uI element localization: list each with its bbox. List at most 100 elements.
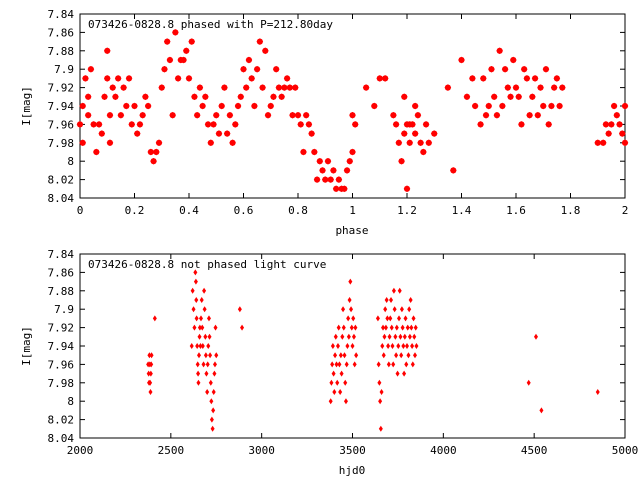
data-point [215, 130, 223, 137]
data-point [393, 333, 398, 340]
data-point [463, 93, 471, 101]
unphased-light-curve-panel: 2000 2500 3000 3500 4000 4500 5000 7.84 7.86 7.88… [20, 248, 638, 477]
data-point [112, 93, 119, 101]
data-point [330, 167, 337, 174]
x-axis-label: hjd0 [339, 464, 366, 477]
data-point [147, 352, 152, 359]
data-point [352, 361, 357, 368]
data-point [234, 102, 242, 110]
data-point [616, 121, 623, 128]
data-point [395, 370, 400, 377]
data-point [131, 102, 138, 110]
data-point [376, 75, 384, 82]
data-point [128, 121, 136, 128]
data-point [212, 370, 217, 377]
data-point [125, 75, 133, 82]
data-points [76, 29, 629, 193]
data-point [331, 370, 336, 377]
data-point [349, 324, 354, 331]
data-point [621, 139, 629, 147]
x-axis-label: phase [335, 224, 368, 237]
data-point [180, 56, 187, 64]
chart-title: 073426-0828.8 not phased light curve [88, 258, 326, 271]
data-point [328, 398, 333, 405]
chart-title: 073426-0828.8 phased with P=212.80day [88, 18, 333, 31]
data-point [292, 84, 299, 91]
data-point [214, 352, 219, 359]
data-point [120, 84, 127, 91]
data-point [206, 343, 211, 349]
data-point [202, 287, 207, 294]
data-point [545, 121, 552, 128]
data-point [488, 65, 495, 73]
data-point [200, 343, 205, 349]
data-point [387, 333, 392, 340]
data-point [294, 111, 302, 119]
data-point [409, 324, 414, 331]
data-point [103, 47, 111, 55]
y-tick-label: 7.94 [48, 340, 75, 353]
data-point [84, 93, 92, 101]
data-point [209, 416, 214, 423]
data-point [90, 121, 97, 128]
data-point [192, 324, 197, 331]
x-tick-label: 0.4 [179, 204, 199, 217]
data-point [390, 111, 397, 119]
data-point [327, 176, 334, 183]
x-tick-label: 2 [622, 204, 629, 217]
data-point [149, 352, 154, 359]
data-point [262, 47, 269, 55]
data-point [537, 84, 544, 91]
data-point [316, 157, 324, 165]
data-point [223, 130, 231, 137]
data-point [79, 139, 86, 147]
x-tick-label: 1.4 [452, 204, 472, 217]
data-point [194, 315, 199, 322]
data-point [150, 157, 157, 165]
data-point [337, 361, 342, 368]
data-point [534, 111, 542, 119]
data-point [411, 130, 419, 137]
data-point [430, 130, 438, 137]
data-point [197, 324, 202, 331]
x-tick-label: 0.8 [288, 204, 308, 217]
data-point [518, 121, 525, 128]
data-point [381, 75, 389, 82]
data-point [362, 84, 370, 91]
data-point [229, 139, 236, 147]
data-point [353, 324, 358, 331]
data-point [477, 121, 484, 128]
data-point [340, 333, 345, 340]
data-point [139, 111, 146, 119]
data-point [411, 315, 416, 322]
data-point [321, 176, 329, 183]
data-point [411, 102, 419, 110]
data-point [354, 352, 359, 359]
x-tick-label: 4000 [430, 444, 457, 457]
data-point [270, 93, 277, 101]
data-point [512, 84, 520, 91]
data-point [202, 93, 209, 101]
data-point [172, 29, 179, 36]
data-point [248, 75, 255, 82]
data-point [256, 38, 264, 45]
data-point [610, 102, 618, 110]
data-point [425, 139, 433, 147]
data-point [621, 102, 629, 110]
y-tick-label: 7.98 [48, 377, 75, 390]
x-tick-label: 3500 [339, 444, 366, 457]
x-tick-label: 1.8 [561, 204, 581, 217]
data-point [531, 75, 539, 82]
data-point [106, 139, 114, 147]
data-point [237, 93, 245, 101]
data-point [253, 65, 261, 73]
y-tick-label: 8.02 [48, 174, 75, 187]
data-point [548, 102, 555, 110]
data-point [482, 111, 490, 119]
x-tick-label: 2500 [158, 444, 185, 457]
data-point [397, 315, 402, 322]
data-point [278, 93, 285, 101]
data-point [510, 56, 517, 64]
data-point [458, 56, 465, 64]
